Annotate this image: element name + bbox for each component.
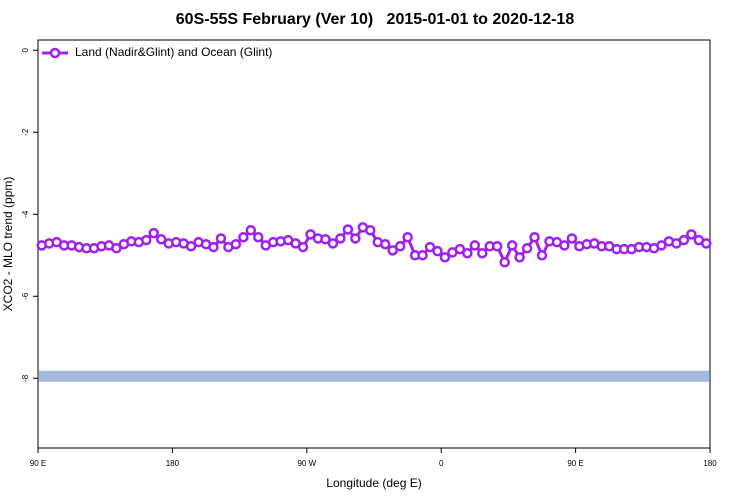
data-point — [141, 234, 152, 246]
chart-title: 60S-55S February (Ver 10) 2015-01-01 to … — [176, 11, 575, 28]
x-tick-label: 90 W — [297, 459, 316, 468]
data-point — [335, 233, 346, 244]
data-point — [155, 234, 167, 245]
data-point — [491, 241, 503, 252]
data-point — [521, 243, 533, 254]
data-point — [230, 238, 242, 250]
y-tick-label: -6 — [21, 292, 30, 300]
y-axis-label: XCO2 - MLO trend (ppm) — [1, 177, 15, 312]
data-point — [245, 225, 257, 236]
data-point — [297, 241, 309, 253]
y-tick-label: -2 — [21, 128, 30, 136]
data-point — [506, 240, 518, 251]
data-point — [701, 238, 712, 249]
x-tick-label: 180 — [166, 459, 180, 468]
data-point — [215, 233, 227, 244]
data-point — [499, 256, 510, 268]
y-tick-label: 0 — [21, 47, 30, 52]
y-tick-label: -8 — [21, 374, 30, 382]
data-point — [327, 238, 339, 249]
data-point — [253, 231, 264, 243]
data-point — [111, 243, 122, 254]
x-tick-label: 0 — [439, 459, 444, 468]
data-point — [387, 245, 398, 256]
data-point — [305, 229, 316, 240]
data-point — [185, 241, 197, 252]
data-point — [342, 224, 354, 235]
data-point — [238, 231, 249, 243]
x-tick-label: 90 E — [567, 459, 583, 468]
data-point — [424, 241, 436, 253]
data-point — [208, 241, 219, 253]
data-point — [529, 231, 540, 243]
x-tick-label: 180 — [703, 459, 717, 468]
x-axis-label: Longitude (deg E) — [326, 476, 421, 490]
data-point — [379, 238, 391, 250]
data-point — [432, 245, 443, 257]
legend-label: Land (Nadir&Glint) and Ocean (Glint) — [75, 45, 272, 59]
data-point — [566, 233, 578, 244]
data-point — [417, 250, 428, 261]
data-point — [559, 240, 570, 251]
legend-marker — [49, 47, 61, 59]
data-point — [514, 252, 525, 263]
data-point — [686, 229, 697, 240]
data-point — [454, 243, 466, 255]
data-point — [439, 252, 451, 263]
data-point — [678, 234, 690, 246]
data-point — [536, 250, 548, 261]
data-point — [477, 247, 488, 259]
data-point — [394, 241, 406, 252]
data-point — [148, 227, 159, 239]
data-point — [365, 225, 376, 236]
y-tick-label: -4 — [21, 210, 30, 218]
data-point — [656, 240, 667, 251]
data-point — [350, 233, 361, 244]
data-point — [462, 247, 473, 259]
data-point — [469, 240, 481, 251]
data-point — [402, 231, 413, 243]
x-tick-label: 90 E — [30, 459, 46, 468]
data-point — [320, 234, 331, 245]
